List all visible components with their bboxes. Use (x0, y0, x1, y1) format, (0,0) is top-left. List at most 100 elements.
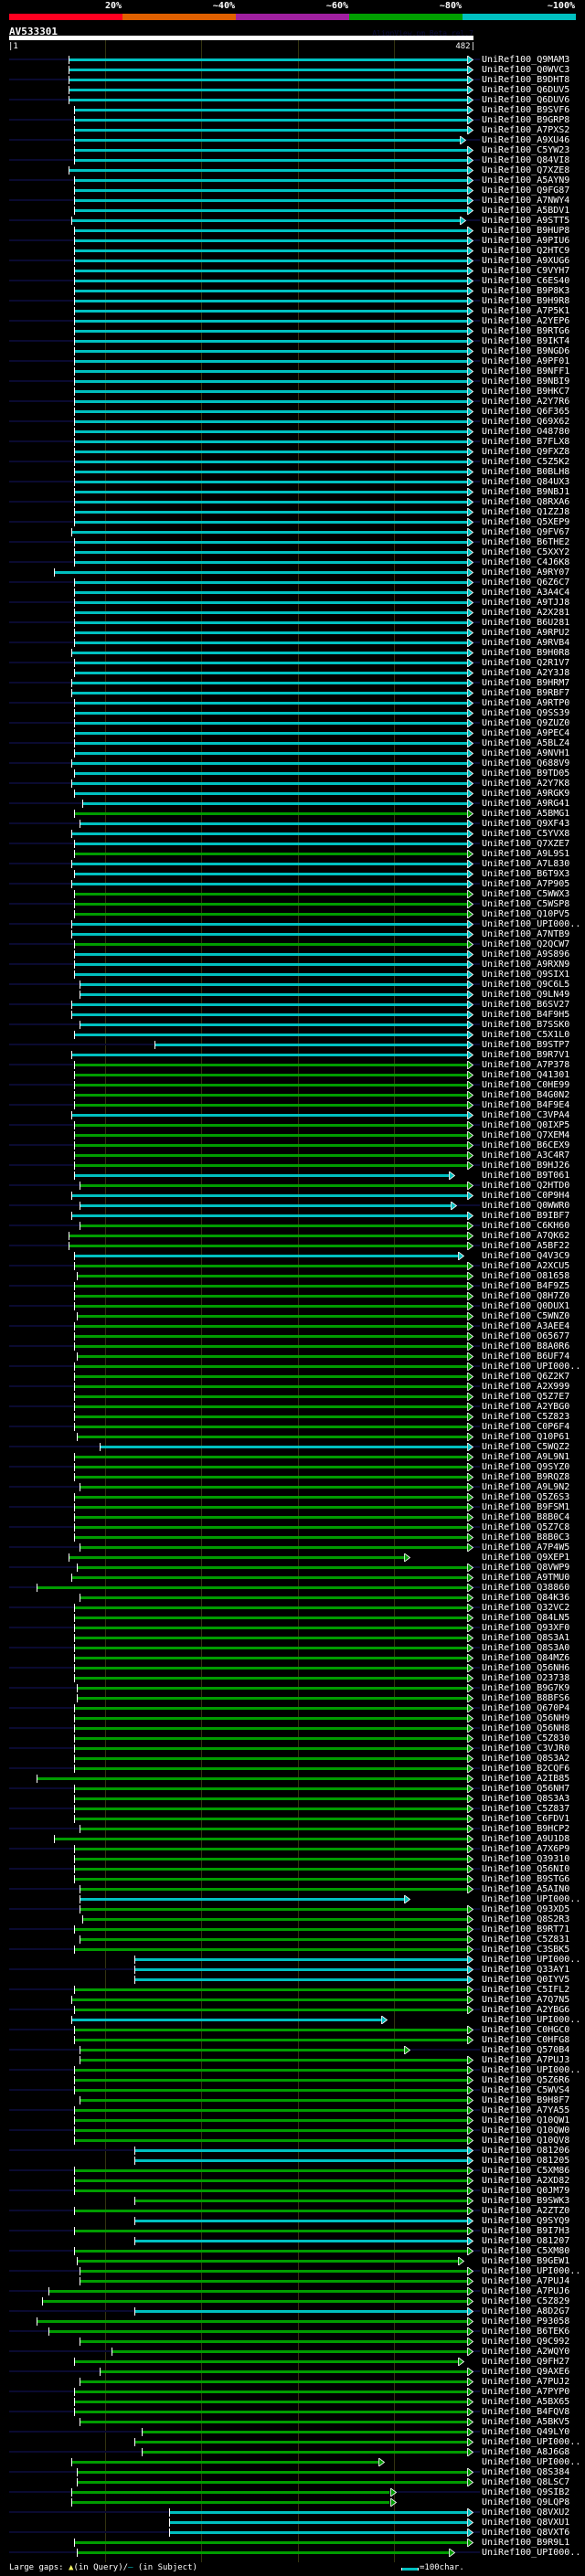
hit-bar[interactable] (73, 350, 467, 353)
hit-label[interactable]: UniRef100_B4G0N2 (482, 1090, 570, 1100)
alignment-row[interactable]: UniRef100_Q9LN49 (0, 990, 585, 1000)
hit-label[interactable]: UniRef100_B9RQZ8 (482, 1472, 570, 1482)
hit-bar[interactable] (73, 320, 467, 323)
hit-label[interactable]: UniRef100_B9R7V1 (482, 1050, 570, 1060)
alignment-row[interactable]: UniRef100_Q2R1V7 (0, 658, 585, 668)
alignment-row[interactable]: UniRef100_Q7XZE8 (0, 165, 585, 175)
alignment-row[interactable]: UniRef100_Q9FXZ8 (0, 447, 585, 457)
hit-label[interactable]: UniRef100_A7PUJ2 (482, 2377, 570, 2387)
hit-label[interactable]: UniRef100_B8B0C3 (482, 1532, 570, 1542)
hit-label[interactable]: UniRef100_A9U1D8 (482, 1834, 570, 1844)
hit-label[interactable]: UniRef100_C5YVX8 (482, 829, 570, 839)
alignment-row[interactable]: UniRef100_Q8VXU2 (0, 2507, 585, 2518)
hit-label[interactable]: UniRef100_Q10PV5 (482, 909, 570, 919)
alignment-row[interactable]: UniRef100_UPI000.. (0, 1955, 585, 1965)
hit-bar[interactable] (76, 1436, 467, 1438)
hit-bar[interactable] (70, 1114, 467, 1117)
hit-label[interactable]: UniRef100_C5WWX3 (482, 889, 570, 899)
hit-bar[interactable] (73, 712, 467, 715)
alignment-row[interactable]: UniRef100_A8D2G7 (0, 2306, 585, 2316)
hit-label[interactable]: UniRef100_Q56NH6 (482, 1663, 570, 1673)
alignment-row[interactable]: UniRef100_Q8VXT6 (0, 2528, 585, 2538)
hit-label[interactable]: UniRef100_C0HE99 (482, 1080, 570, 1090)
alignment-row[interactable]: UniRef100_B9I7H3 (0, 2226, 585, 2236)
alignment-row[interactable]: UniRef100_B0BLH8 (0, 467, 585, 477)
alignment-row[interactable]: UniRef100_UPI000.. (0, 2437, 585, 2447)
hit-label[interactable]: UniRef100_A9PF01 (482, 356, 570, 366)
alignment-row[interactable]: UniRef100_Q7XEM4 (0, 1130, 585, 1140)
hit-bar[interactable] (76, 1355, 467, 1358)
alignment-row[interactable]: UniRef100_Q84K36 (0, 1593, 585, 1603)
alignment-row[interactable]: UniRef100_A5BDV1 (0, 206, 585, 216)
alignment-row[interactable]: UniRef100_Q9FH27 (0, 2357, 585, 2367)
alignment-row[interactable]: UniRef100_A2IB85 (0, 1774, 585, 1784)
hit-bar[interactable] (73, 461, 467, 463)
hit-bar[interactable] (73, 641, 467, 644)
hit-label[interactable]: UniRef100_A7QK62 (482, 1231, 570, 1241)
hit-label[interactable]: UniRef100_A9RGK9 (482, 789, 570, 799)
alignment-row[interactable]: UniRef100_C5YVX8 (0, 829, 585, 839)
hit-bar[interactable] (70, 692, 467, 694)
hit-label[interactable]: UniRef100_UPI000.. (482, 919, 581, 929)
hit-label[interactable]: UniRef100_A9L9S1 (482, 849, 570, 859)
hit-label[interactable]: UniRef100_A5AIN0 (482, 1884, 570, 1894)
alignment-row[interactable]: UniRef100_O81205 (0, 2156, 585, 2166)
hit-bar[interactable] (80, 1546, 467, 1549)
hit-bar[interactable] (80, 1908, 467, 1911)
hit-label[interactable]: UniRef100_B9NBJ1 (482, 487, 570, 497)
hit-bar[interactable] (73, 1305, 467, 1308)
alignment-row[interactable]: UniRef100_Q8S384 (0, 2467, 585, 2477)
alignment-row[interactable]: UniRef100_C5XM80 (0, 2246, 585, 2256)
alignment-row[interactable]: UniRef100_B6TEK6 (0, 2327, 585, 2337)
hit-label[interactable]: UniRef100_Q8S3A1 (482, 1633, 570, 1643)
hit-bar[interactable] (134, 1968, 467, 1971)
hit-bar[interactable] (73, 199, 467, 202)
hit-label[interactable]: UniRef100_A7X6P9 (482, 1844, 570, 1854)
alignment-row[interactable]: UniRef100_Q5XEP9 (0, 517, 585, 527)
hit-label[interactable]: UniRef100_C5XXY2 (482, 547, 570, 557)
hit-label[interactable]: UniRef100_A9STT5 (482, 216, 570, 226)
hit-bar[interactable] (53, 571, 467, 574)
alignment-row[interactable]: UniRef100_Q0DUX1 (0, 1301, 585, 1311)
hit-label[interactable]: UniRef100_Q9SIB2 (482, 2487, 570, 2497)
hit-label[interactable]: UniRef100_Q0DUX1 (482, 1301, 570, 1311)
alignment-row[interactable]: UniRef100_Q4V3C9 (0, 1251, 585, 1261)
hit-bar[interactable] (80, 1938, 467, 1941)
hit-label[interactable]: UniRef100_B8A0R6 (482, 1341, 570, 1352)
hit-bar[interactable] (70, 933, 467, 936)
hit-bar[interactable] (73, 2360, 459, 2363)
alignment-row[interactable]: UniRef100_Q9SS39 (0, 708, 585, 718)
hit-label[interactable]: UniRef100_UPI000.. (482, 2548, 581, 2558)
hit-label[interactable]: UniRef100_Q0WWR0 (482, 1201, 570, 1211)
hit-bar[interactable] (53, 1838, 467, 1840)
hit-bar[interactable] (73, 1506, 467, 1509)
hit-bar[interactable] (73, 1627, 467, 1629)
hit-bar[interactable] (73, 2109, 467, 2112)
hit-bar[interactable] (69, 89, 467, 91)
hit-bar[interactable] (70, 2491, 390, 2494)
hit-label[interactable]: UniRef100_C9VYH7 (482, 266, 570, 276)
alignment-row[interactable]: UniRef100_B9IBF7 (0, 1211, 585, 1221)
hit-bar[interactable] (73, 631, 467, 634)
alignment-row[interactable]: UniRef100_Q0JM79 (0, 2186, 585, 2196)
hit-label[interactable]: UniRef100_O81207 (482, 2236, 570, 2246)
alignment-row[interactable]: UniRef100_B9STG6 (0, 1874, 585, 1884)
hit-label[interactable]: UniRef100_Q9XEP1 (482, 1553, 570, 1563)
alignment-row[interactable]: UniRef100_C9VYH7 (0, 266, 585, 276)
hit-bar[interactable] (80, 1023, 467, 1026)
alignment-row[interactable]: UniRef100_B9GRP8 (0, 115, 585, 125)
alignment-row[interactable]: UniRef100_A2YBG6 (0, 2005, 585, 2015)
hit-bar[interactable] (73, 812, 467, 815)
hit-bar[interactable] (73, 1034, 467, 1036)
alignment-row[interactable]: UniRef100_C0HE99 (0, 1080, 585, 1090)
hit-bar[interactable] (70, 782, 467, 785)
hit-label[interactable]: UniRef100_A5BX65 (482, 2397, 570, 2407)
alignment-row[interactable]: UniRef100_B6SV27 (0, 1000, 585, 1010)
hit-label[interactable]: UniRef100_O65677 (482, 1331, 570, 1341)
alignment-row[interactable]: UniRef100_B9RQZ8 (0, 1472, 585, 1482)
hit-label[interactable]: UniRef100_Q84LN5 (482, 1613, 570, 1623)
hit-label[interactable]: UniRef100_B9HRM7 (482, 678, 570, 688)
alignment-row[interactable]: UniRef100_Q8S3A1 (0, 1633, 585, 1643)
alignment-row[interactable]: UniRef100_UPI000.. (0, 1894, 585, 1904)
hit-label[interactable]: UniRef100_Q10P61 (482, 1432, 570, 1442)
